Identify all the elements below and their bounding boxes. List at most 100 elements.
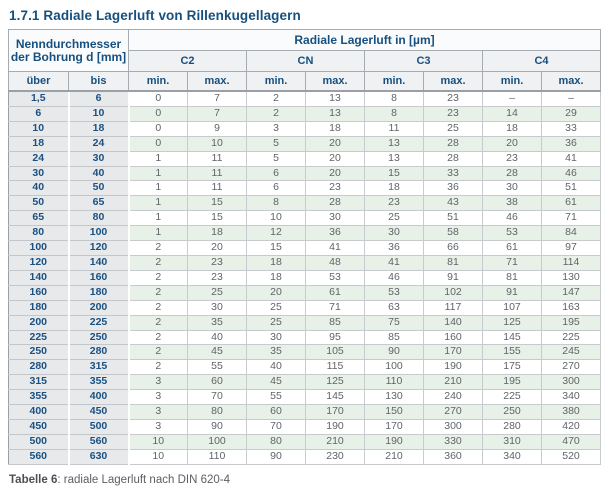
cell-value: 23 [482,150,542,167]
cell-value: 45 [187,344,247,361]
cell-value: 11 [187,150,247,167]
cell-value: 117 [423,299,483,316]
cell-value: 35 [246,344,306,361]
cell-value: 63 [364,299,424,316]
cell-bis: 630 [68,448,130,465]
cell-value: 11 [364,120,424,137]
cell-value: 125 [482,314,542,331]
cell-value: 145 [305,389,365,406]
cell-value: 61 [482,240,542,256]
table-row: 100 120 2 20 15 41 36 66 61 97 [8,240,602,256]
cell-value: 225 [540,329,602,346]
cell-value: 105 [305,344,365,361]
cell-value: 130 [540,269,602,286]
cell-bis: 180 [68,284,130,301]
cell-value: 195 [482,374,542,391]
cell-value: 40 [187,329,247,346]
table-row: 450 500 3 90 70 190 170 300 280 420 [8,418,602,435]
table-row: 280 315 2 55 40 115 100 190 175 270 [8,359,602,376]
cell-value: 35 [187,314,247,331]
cell-value: 270 [423,404,483,420]
cell-value: 60 [187,374,247,391]
table-row: 180 200 2 30 25 71 63 117 107 163 [8,299,602,316]
cell-value: 70 [187,389,247,406]
cell-value: 7 [187,90,247,107]
cell-bis: 10 [68,105,130,122]
cell-value: 155 [482,344,542,361]
cell-value: 41 [364,254,424,271]
table-row: 250 280 2 45 35 105 90 170 155 245 [8,344,602,361]
cell-value: 81 [423,254,483,271]
cell-ueber: 560 [8,448,70,465]
header-ueber: über [8,71,69,92]
cell-value: 3 [128,374,188,391]
cell-ueber: 450 [8,418,70,435]
cell-value: 33 [423,165,483,182]
cell-value: 28 [305,195,365,212]
cell-value: 23 [364,195,424,212]
cell-value: 1 [128,180,188,197]
cell-value: 18 [482,120,542,137]
cell-ueber: 355 [8,389,70,406]
cell-value: 10 [246,210,306,227]
cell-value: 51 [540,180,602,197]
cell-value: 53 [482,225,542,242]
cell-ueber: 180 [8,299,70,316]
cell-value: 41 [305,240,365,256]
cell-value: 20 [305,165,365,182]
cell-value: 48 [305,254,365,271]
cell-value: 36 [423,180,483,197]
cell-value: 150 [364,404,424,420]
cell-value: 30 [364,225,424,242]
cell-value: 100 [364,359,424,376]
cell-value: 190 [364,433,424,450]
cell-bis: 100 [68,225,130,242]
cell-ueber: 120 [8,254,70,271]
table-row: 80 100 1 18 12 36 30 58 53 84 [8,225,602,242]
cell-value: 0 [128,135,188,152]
cell-value: 225 [482,389,542,406]
table-row: 18 24 0 10 5 20 13 28 20 36 [8,135,602,152]
cell-value: 28 [482,165,542,182]
header-cn-max: max. [305,71,365,92]
cell-value: 2 [128,314,188,331]
cell-value: 2 [246,90,306,107]
cell-ueber: 18 [8,135,70,152]
cell-value: 147 [540,284,602,301]
header-bore-diameter: Nenndurchmesser der Bohrung d [mm] [8,29,129,72]
cell-value: 380 [540,404,602,420]
table-row: 355 400 3 70 55 145 130 240 225 340 [8,389,602,406]
cell-value: 107 [482,299,542,316]
table-row: 30 40 1 11 6 20 15 33 28 46 [8,165,602,182]
cell-value: 0 [128,120,188,137]
cell-value: 125 [305,374,365,391]
cell-value: 18 [305,120,365,137]
cell-value: 1 [128,150,188,167]
cell-value: 85 [305,314,365,331]
cell-value: 23 [423,90,483,107]
cell-ueber: 225 [8,329,70,346]
cell-value: 30 [187,299,247,316]
cell-value: 43 [423,195,483,212]
page-title: 1.7.1 Radiale Lagerluft von Rillenkugell… [9,8,301,23]
cell-value: 61 [305,284,365,301]
cell-value: 15 [246,240,306,256]
cell-value: 75 [364,314,424,331]
cell-value: 280 [482,418,542,435]
cell-value: 1 [128,165,188,182]
cell-value: 71 [305,299,365,316]
cell-value: – [482,90,542,107]
cell-value: 14 [482,105,542,122]
cell-bis: 140 [68,254,130,271]
cell-value: 13 [305,90,365,107]
cell-value: 110 [187,448,247,465]
cell-value: 245 [540,344,602,361]
cell-ueber: 1,5 [8,90,70,107]
cell-value: 36 [540,135,602,152]
cell-value: 85 [364,329,424,346]
cell-value: 53 [305,269,365,286]
header-row-classes: C2 CN C3 C4 [9,50,602,72]
cell-value: 270 [540,359,602,376]
cell-value: 6 [246,180,306,197]
cell-bis: 400 [68,389,130,406]
